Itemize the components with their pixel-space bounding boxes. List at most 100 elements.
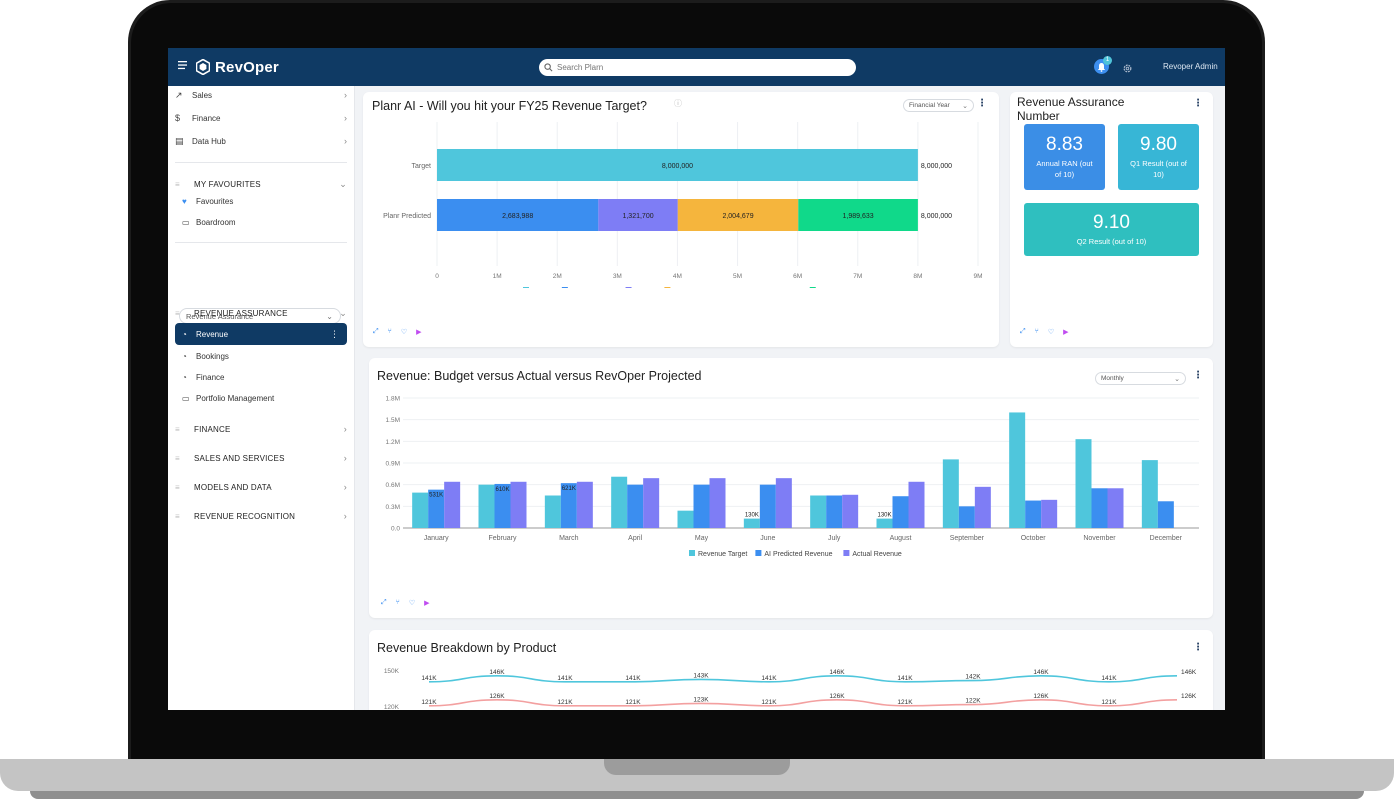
point-data-label: 146K xyxy=(829,669,845,676)
bar xyxy=(759,484,776,528)
heart-outline-icon[interactable]: ♡ xyxy=(1047,329,1055,336)
bar xyxy=(1009,412,1026,528)
drag-handle-icon[interactable]: ≡ xyxy=(175,453,180,463)
user-menu[interactable]: Revoper Admin xyxy=(1163,62,1218,71)
point-data-label: 141K xyxy=(557,675,573,682)
sidebar-item-finance[interactable]: $ Finance › xyxy=(175,111,347,125)
point-data-label: 121K xyxy=(421,699,437,706)
laptop-notch xyxy=(604,759,790,775)
workspace-select-value: Revenue Assurance xyxy=(186,311,254,321)
x-category-label: March xyxy=(559,535,579,542)
share-icon[interactable]: ⑂ xyxy=(1034,328,1039,335)
monitor-icon: ▭ xyxy=(182,218,190,227)
search-input[interactable] xyxy=(557,63,837,72)
point-data-label: 121K xyxy=(1101,699,1117,706)
point-data-label: 141K xyxy=(761,675,777,682)
q2-result-tile[interactable]: 9.10 Q2 Result (out of 10) xyxy=(1024,203,1199,256)
bar xyxy=(510,481,527,528)
search-bar[interactable] xyxy=(539,59,856,76)
section-label: REVENUE ASSURANCE xyxy=(194,308,288,318)
bar xyxy=(1157,501,1174,528)
x-tick-label: 1M xyxy=(493,273,502,280)
trend-icon: ↗ xyxy=(175,89,183,100)
expand-icon[interactable]: ⤢ xyxy=(1020,328,1026,335)
section-label: FINANCE xyxy=(194,424,231,434)
play-icon[interactable]: ▶ xyxy=(424,600,430,607)
chevron-right-icon: › xyxy=(344,90,347,100)
share-icon[interactable]: ⑂ xyxy=(395,599,400,606)
section-my-favourites[interactable]: ≡ MY FAVOURITES ⌄ xyxy=(175,178,347,190)
gauge-icon: ◔ xyxy=(182,373,187,382)
y-tick-label: 0.3M xyxy=(386,504,400,511)
sidebar-item-favourites[interactable]: ♥ Favourites xyxy=(182,195,346,208)
x-tick-label: 3M xyxy=(613,273,622,280)
logo[interactable]: RevOper xyxy=(196,56,279,78)
app-screen: RevOper 1 Revoper Admin ↗ Sales › $ Fina… xyxy=(168,48,1225,710)
sidebar: ↗ Sales › $ Finance › ▤ Data Hub › ≡ MY … xyxy=(168,86,355,710)
bar-data-label: 2,683,988 xyxy=(502,213,533,220)
expand-icon[interactable]: ⤢ xyxy=(381,599,387,606)
settings-gear-icon[interactable] xyxy=(1122,61,1133,79)
share-icon[interactable]: ⑂ xyxy=(387,328,392,335)
section-models-and-data[interactable]: ≡ MODELS AND DATA › xyxy=(175,481,347,493)
section-sales-and-services[interactable]: ≡ SALES AND SERVICES › xyxy=(175,452,347,464)
bar-data-label: 130K xyxy=(745,513,759,519)
bar xyxy=(428,489,445,528)
card-toolbar: ⤢ ⑂ ♡ ▶ xyxy=(381,599,429,607)
expand-icon[interactable]: ⤢ xyxy=(373,328,379,335)
more-options-icon[interactable]: ⋮ xyxy=(1193,370,1203,381)
section-revenue-assurance-header[interactable]: ≡ REVENUE ASSURANCE ⌄ xyxy=(175,307,347,319)
planr-card: Planr AI - Will you hit your FY25 Revenu… xyxy=(363,92,999,347)
section-revenue-recognition[interactable]: ≡ REVENUE RECOGNITION › xyxy=(175,510,347,522)
q1-result-tile[interactable]: 9.80 Q1 Result (out of 10) xyxy=(1118,124,1199,190)
bar xyxy=(1141,460,1158,528)
legend-swatch xyxy=(755,550,762,556)
sidebar-item-boardroom[interactable]: ▭ Boardroom xyxy=(182,216,346,229)
x-tick-label: 4M xyxy=(673,273,682,280)
bar xyxy=(444,481,461,528)
bar xyxy=(842,494,859,528)
sidebar-item-sales[interactable]: ↗ Sales › xyxy=(175,88,347,102)
sidebar-item-finance-sub[interactable]: ◔ Finance xyxy=(182,371,346,384)
sidebar-item-data-hub[interactable]: ▤ Data Hub › xyxy=(175,134,347,148)
top-bar: RevOper 1 Revoper Admin xyxy=(168,48,1225,86)
section-label: REVENUE RECOGNITION xyxy=(194,511,296,521)
annual-ran-tile[interactable]: 8.83 Annual RAN (out of 10) xyxy=(1024,124,1105,190)
point-data-label: 146K xyxy=(489,669,505,676)
more-options-icon[interactable]: ⋮ xyxy=(977,98,987,109)
ran-card: Revenue Assurance Number ⋮ 8.83 Annual R… xyxy=(1010,92,1213,347)
bar xyxy=(576,481,593,528)
more-options-icon[interactable]: ⋮ xyxy=(330,328,339,339)
drag-handle-icon[interactable]: ≡ xyxy=(175,482,180,492)
sidebar-item-revenue[interactable]: ◔ Revenue ⋮ xyxy=(175,323,347,345)
more-options-icon[interactable]: ⋮ xyxy=(1193,98,1203,109)
laptop-foot xyxy=(30,791,1364,799)
chevron-right-icon: › xyxy=(344,136,347,146)
financial-year-dropdown[interactable]: Financial Year ⌄ xyxy=(903,99,974,112)
legend-label: Actual Revenue xyxy=(852,551,902,558)
section-finance[interactable]: ≡ FINANCE › xyxy=(175,423,347,435)
hamburger-menu-icon[interactable] xyxy=(178,60,188,72)
bar xyxy=(709,478,726,528)
sidebar-item-bookings[interactable]: ◔ Bookings xyxy=(182,350,346,363)
play-icon[interactable]: ▶ xyxy=(1063,329,1069,336)
drag-handle-icon[interactable]: ≡ xyxy=(175,511,180,521)
gauge-icon: ◔ xyxy=(182,329,187,339)
sidebar-item-portfolio-management[interactable]: ▭ Portfolio Management xyxy=(182,392,346,405)
heart-outline-icon[interactable]: ♡ xyxy=(408,600,416,607)
bar xyxy=(775,478,792,528)
y-tick-label: 1.2M xyxy=(386,439,400,446)
heart-outline-icon[interactable]: ♡ xyxy=(400,329,408,336)
info-icon[interactable]: ⓘ xyxy=(674,99,682,108)
point-data-label: 122K xyxy=(965,698,981,705)
bar xyxy=(643,478,660,528)
drag-handle-icon[interactable]: ≡ xyxy=(175,424,180,434)
sidebar-item-label: Finance xyxy=(192,113,221,123)
drag-handle-icon[interactable]: ≡ xyxy=(175,179,180,189)
card-toolbar: ⤢ ⑂ ♡ ▶ xyxy=(373,328,421,336)
drag-handle-icon[interactable]: ≡ xyxy=(175,308,180,318)
play-icon[interactable]: ▶ xyxy=(416,329,422,336)
more-options-icon[interactable]: ⋮ xyxy=(1193,642,1203,653)
point-data-label: 141K xyxy=(897,675,913,682)
period-dropdown[interactable]: Monthly ⌄ xyxy=(1095,372,1186,385)
